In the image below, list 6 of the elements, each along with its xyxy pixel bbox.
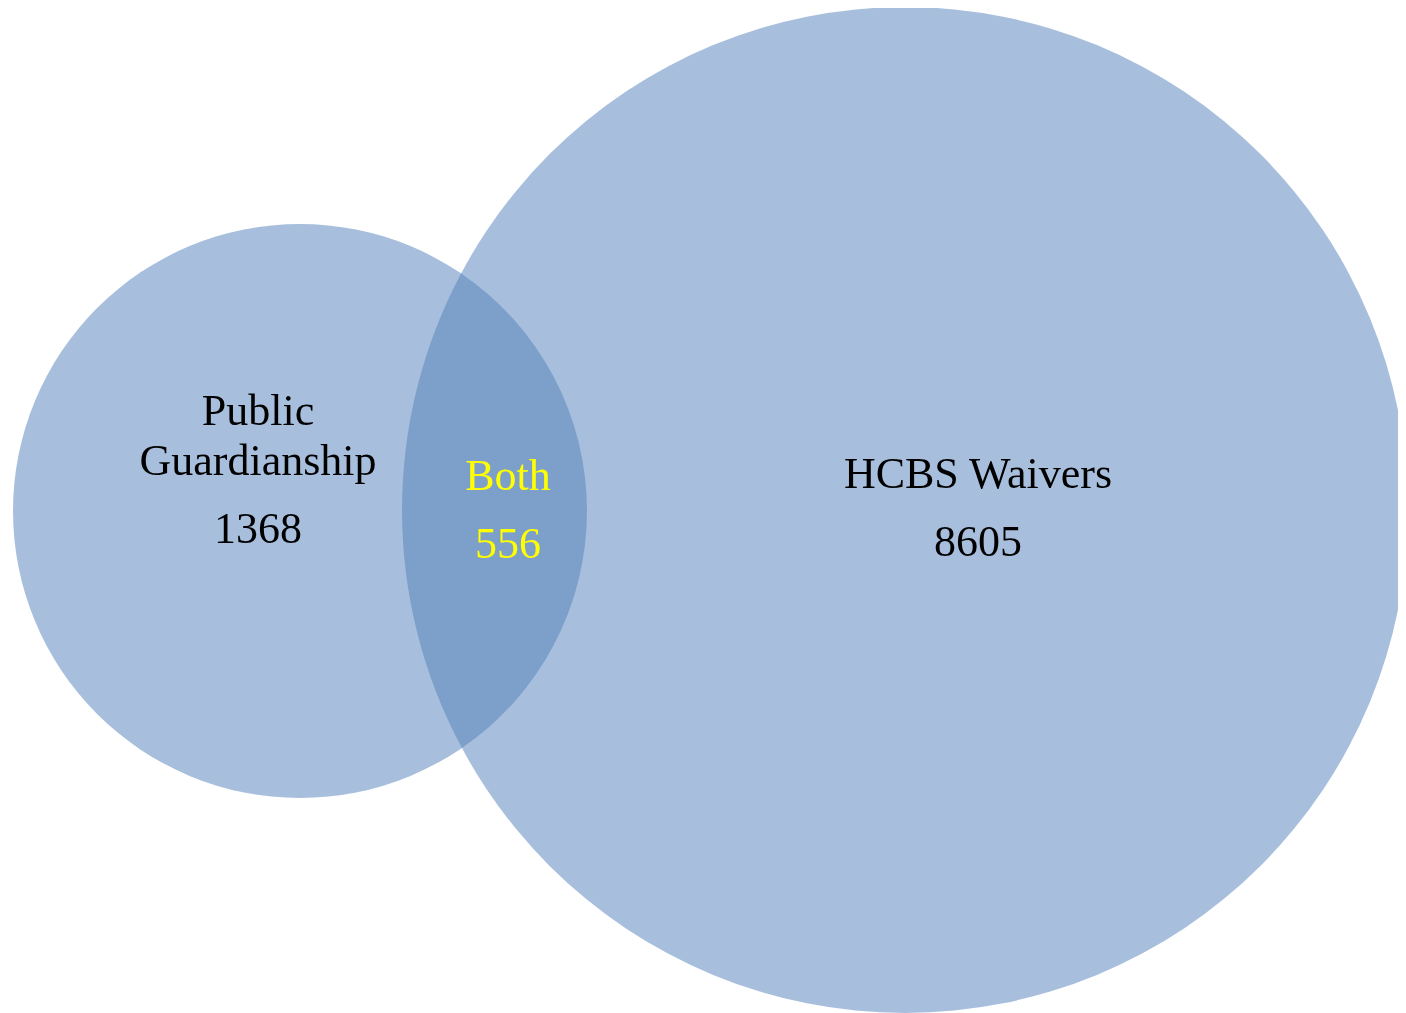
category-label: HCBS Waivers [843,448,1113,498]
category-label: Public Guardianship [139,385,377,485]
data-label: 1368 [214,503,302,553]
data-label: 8605 [934,516,1022,566]
data-label: 556 [475,518,541,568]
category-label: Both [465,450,551,500]
